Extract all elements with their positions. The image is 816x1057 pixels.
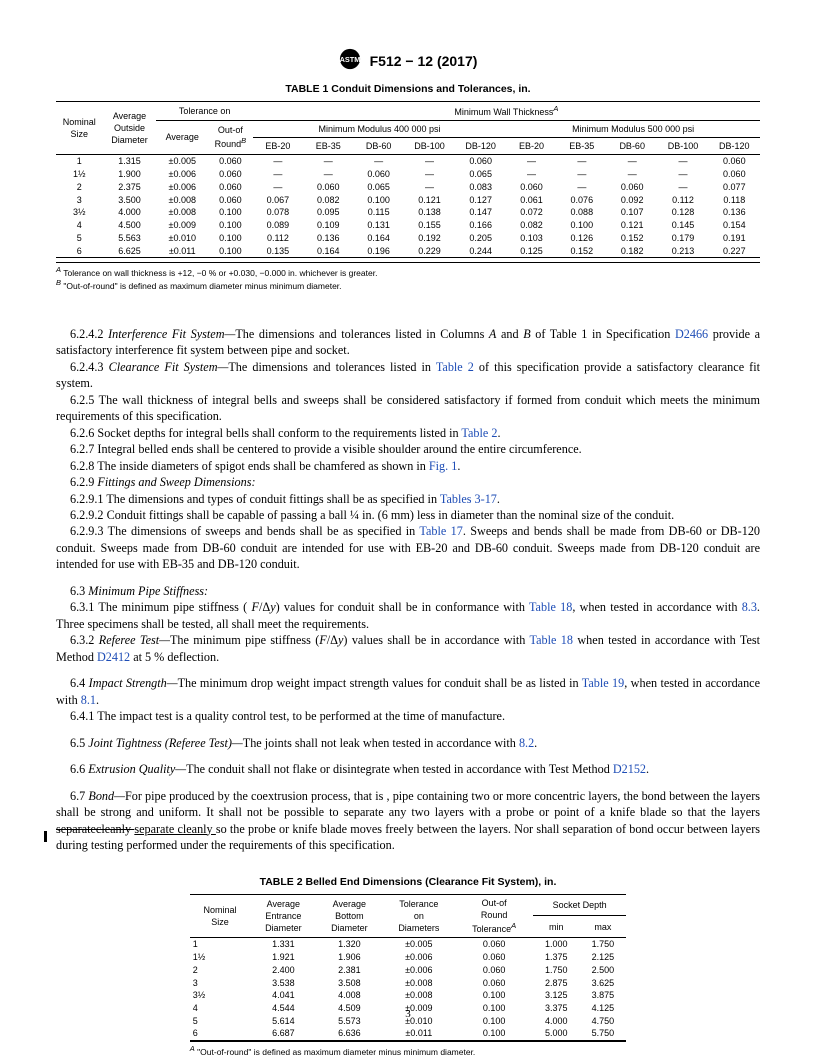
col-tol-on: Tolerance on bbox=[156, 101, 252, 120]
struck-text: separatecleanly bbox=[56, 822, 134, 836]
table-row: 1½1.900±0.0060.060——0.060—0.065————0.060 bbox=[56, 168, 760, 181]
link-table2[interactable]: Table 2 bbox=[436, 360, 474, 374]
table-row: 11.3311.320±0.0050.0601.0001.750 bbox=[190, 938, 626, 951]
col-oor: Out-ofRoundB bbox=[208, 120, 253, 154]
link-81[interactable]: 8.1 bbox=[81, 693, 96, 707]
link-table2-b[interactable]: Table 2 bbox=[461, 426, 497, 440]
page-number: 3 bbox=[0, 1007, 816, 1022]
table-row: 33.500±0.0080.0600.0670.0820.1000.1210.1… bbox=[56, 193, 760, 206]
link-d2412[interactable]: D2412 bbox=[97, 650, 130, 664]
link-table18-b[interactable]: Table 18 bbox=[530, 633, 573, 647]
table-row: 66.6876.636±0.0110.1005.0005.750 bbox=[190, 1027, 626, 1040]
table-row: 3½4.000±0.0080.1000.0780.0950.1150.1380.… bbox=[56, 206, 760, 219]
revision-bar-icon bbox=[44, 831, 47, 842]
table-row: 66.625±0.0110.1000.1350.1640.1960.2290.2… bbox=[56, 244, 760, 257]
designation: F512 − 12 (2017) bbox=[370, 52, 478, 71]
col-mod500: Minimum Modulus 500 000 psi bbox=[506, 120, 760, 137]
link-fig1[interactable]: Fig. 1 bbox=[429, 459, 457, 473]
link-82[interactable]: 8.2 bbox=[519, 736, 534, 750]
link-table18[interactable]: Table 18 bbox=[529, 600, 572, 614]
col-average: Average bbox=[156, 120, 208, 154]
table-row: 55.563±0.0100.1000.1120.1360.1640.1920.2… bbox=[56, 231, 760, 244]
inserted-text: separate cleanly bbox=[134, 822, 216, 836]
table-row: 33.5383.508±0.0080.0602.8753.625 bbox=[190, 976, 626, 989]
link-d2152[interactable]: D2152 bbox=[613, 762, 646, 776]
document-header: ASTM F512 − 12 (2017) bbox=[56, 48, 760, 74]
col-nominal: NominalSize bbox=[56, 101, 103, 154]
svg-text:ASTM: ASTM bbox=[339, 55, 360, 64]
table-row: 1½1.9211.906±0.0060.0601.3752.125 bbox=[190, 951, 626, 964]
table-row: 11.315±0.0050.060————0.060————0.060 bbox=[56, 155, 760, 168]
table1-caption: TABLE 1 Conduit Dimensions and Tolerance… bbox=[56, 82, 760, 96]
link-83[interactable]: 8.3 bbox=[742, 600, 757, 614]
table2-footnote: A "Out-of-round" is defined as maximum d… bbox=[190, 1041, 626, 1057]
table-row: 22.4002.381±0.0060.0601.7502.500 bbox=[190, 964, 626, 977]
col-avg-od: AverageOutsideDiameter bbox=[103, 101, 157, 154]
astm-logo-icon: ASTM bbox=[339, 48, 361, 74]
link-tables3-17[interactable]: Tables 3-17 bbox=[440, 492, 497, 506]
table2-caption: TABLE 2 Belled End Dimensions (Clearance… bbox=[56, 875, 760, 889]
body-text: 6.2.4.2 Interference Fit System—The dime… bbox=[56, 326, 760, 854]
table1: NominalSize AverageOutsideDiameter Toler… bbox=[56, 101, 760, 258]
table-row: 22.375±0.0060.060—0.0600.065—0.0830.060—… bbox=[56, 181, 760, 194]
link-table19[interactable]: Table 19 bbox=[582, 676, 624, 690]
link-table17[interactable]: Table 17 bbox=[419, 524, 462, 538]
link-d2466[interactable]: D2466 bbox=[675, 327, 708, 341]
table-row: 3½4.0414.008±0.0080.1003.1253.875 bbox=[190, 989, 626, 1002]
table-row: 44.500±0.0090.1000.0890.1090.1310.1550.1… bbox=[56, 219, 760, 232]
col-mod400: Minimum Modulus 400 000 psi bbox=[253, 120, 507, 137]
table1-footnotes: A Tolerance on wall thickness is +12, −0… bbox=[56, 262, 760, 292]
col-min-wall: Minimum Wall ThicknessA bbox=[253, 101, 760, 120]
